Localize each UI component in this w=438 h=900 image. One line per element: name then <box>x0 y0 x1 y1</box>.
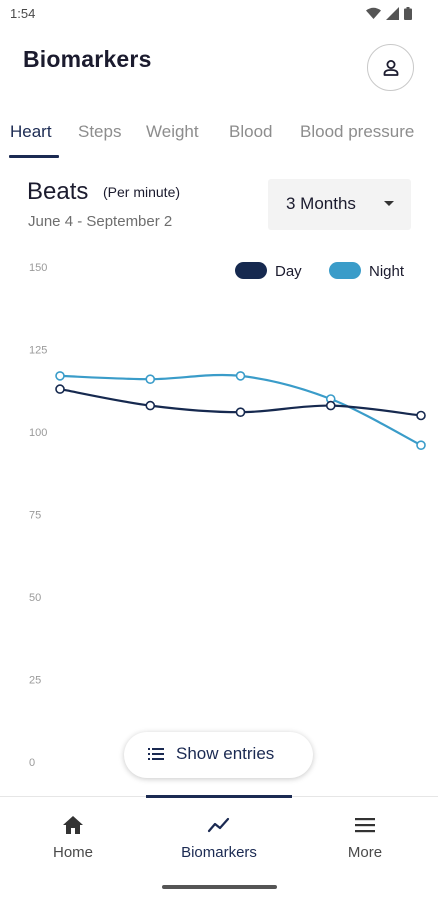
data-point-day <box>416 410 426 421</box>
status-icons <box>366 7 412 20</box>
trend-icon <box>207 817 230 833</box>
y-tick-label: 75 <box>29 510 41 522</box>
data-point-day <box>235 407 246 417</box>
heart-rate-chart: 0 25 50 75 100 125 150 Day Night <box>29 262 426 769</box>
list-icon <box>148 748 164 760</box>
caret-down-icon <box>384 201 394 206</box>
y-tick-label: 150 <box>29 262 47 274</box>
bottom-nav: Home Biomarkers More <box>0 795 438 900</box>
status-bar: 1:54 <box>0 0 438 30</box>
nav-biomarkers-label: Biomarkers <box>181 844 257 861</box>
data-point-day <box>325 400 336 411</box>
range-select-value: 3 Months <box>286 194 356 213</box>
person-icon <box>383 59 398 76</box>
y-tick-label: 25 <box>29 675 41 687</box>
y-tick-label: 100 <box>29 427 47 439</box>
tab-heart[interactable]: Heart <box>10 122 52 141</box>
data-point-night <box>145 374 156 384</box>
biomarker-tabs: Heart Steps Weight Blood Blood pressure <box>0 118 438 160</box>
menu-icon <box>355 818 375 833</box>
wifi-icon <box>366 7 381 19</box>
tab-blood[interactable]: Blood <box>229 122 273 141</box>
legend-label-night: Night <box>369 263 405 280</box>
active-tab-indicator <box>9 155 59 158</box>
y-tick-label: 50 <box>29 592 41 604</box>
data-point-night <box>55 371 65 381</box>
legend-swatch-day <box>235 262 267 279</box>
metric-unit: (Per minute) <box>103 184 181 200</box>
tab-blood-pressure[interactable]: Blood pressure <box>300 122 415 141</box>
data-point-night <box>416 440 426 450</box>
status-time: 1:54 <box>10 6 36 21</box>
nav-more[interactable]: More <box>292 797 438 867</box>
battery-icon <box>404 7 412 20</box>
page-title: Biomarkers <box>23 46 152 72</box>
nav-biomarkers[interactable]: Biomarkers <box>146 797 292 867</box>
profile-button[interactable] <box>367 44 414 91</box>
tab-steps[interactable]: Steps <box>78 122 122 141</box>
y-tick-label: 0 <box>29 757 35 769</box>
legend-swatch-night <box>329 262 361 279</box>
data-point-night <box>235 371 246 381</box>
show-entries-label: Show entries <box>176 744 275 763</box>
show-entries-button[interactable]: Show entries <box>124 732 313 778</box>
range-select[interactable]: 3 Months <box>268 179 411 230</box>
nav-more-label: More <box>347 844 383 861</box>
metric-title: Beats <box>27 178 89 205</box>
gesture-home-bar <box>162 885 277 889</box>
data-point-day <box>145 400 156 411</box>
y-tick-label: 125 <box>29 345 47 357</box>
data-point-day <box>55 384 65 394</box>
nav-home[interactable]: Home <box>0 797 146 867</box>
home-icon <box>63 816 83 834</box>
date-range: June 4 - September 2 <box>28 213 173 230</box>
nav-active-indicator <box>146 795 292 798</box>
nav-home-label: Home <box>52 844 93 861</box>
tab-weight[interactable]: Weight <box>146 122 199 141</box>
signal-icon <box>386 7 399 20</box>
legend-label-day: Day <box>275 263 302 280</box>
